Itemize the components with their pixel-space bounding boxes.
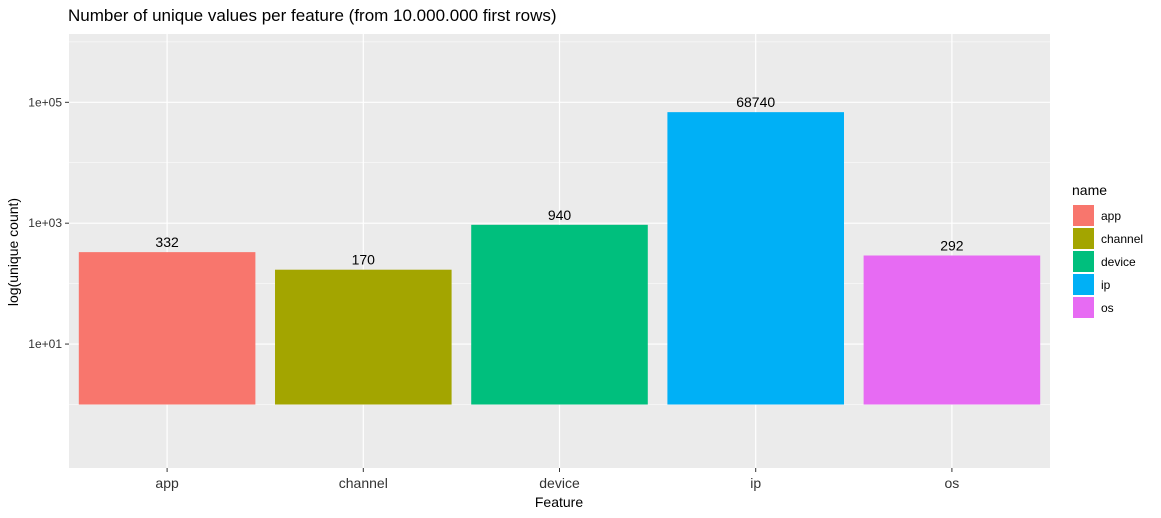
x-tick-label-channel: channel: [339, 475, 388, 491]
legend-label-ip: ip: [1101, 278, 1111, 292]
legend: name app channel device ip os: [1072, 182, 1143, 318]
x-axis: app channel device ip os: [155, 468, 959, 491]
legend-label-os: os: [1101, 301, 1114, 315]
legend-key-channel: [1073, 228, 1094, 249]
bar-ip: [667, 112, 844, 405]
bar-os: [863, 255, 1041, 405]
bar-label-ip: 68740: [736, 94, 775, 110]
bar-channel: [275, 269, 452, 405]
legend-key-device: [1073, 251, 1094, 272]
bar-app: [78, 252, 256, 405]
bar-label-os: 292: [940, 238, 964, 254]
legend-key-ip: [1073, 274, 1094, 295]
legend-title: name: [1072, 182, 1107, 198]
bars: [78, 112, 1041, 405]
x-tick-label-ip: ip: [750, 475, 761, 491]
bar-label-channel: 170: [352, 252, 376, 268]
legend-label-channel: channel: [1101, 232, 1143, 246]
y-axis-title: log(unique count): [5, 198, 21, 306]
x-tick-label-os: os: [945, 475, 960, 491]
y-axis: 1e+01 1e+03 1e+05: [28, 95, 69, 351]
y-tick-label: 1e+05: [28, 95, 62, 109]
legend-key-app: [1073, 205, 1094, 226]
x-tick-label-app: app: [155, 475, 179, 491]
bar-label-device: 940: [548, 207, 572, 223]
legend-label-device: device: [1101, 255, 1136, 269]
x-axis-title: Feature: [535, 494, 583, 510]
legend-key-os: [1073, 297, 1094, 318]
y-tick-label: 1e+01: [28, 337, 62, 351]
chart-title: Number of unique values per feature (fro…: [68, 6, 557, 25]
y-tick-label: 1e+03: [28, 216, 62, 230]
legend-label-app: app: [1101, 209, 1121, 223]
x-tick-label-device: device: [539, 475, 580, 491]
bar-labels: 332 170 940 68740 292: [155, 94, 963, 268]
bar-label-app: 332: [155, 234, 179, 250]
bar-device: [471, 224, 648, 405]
